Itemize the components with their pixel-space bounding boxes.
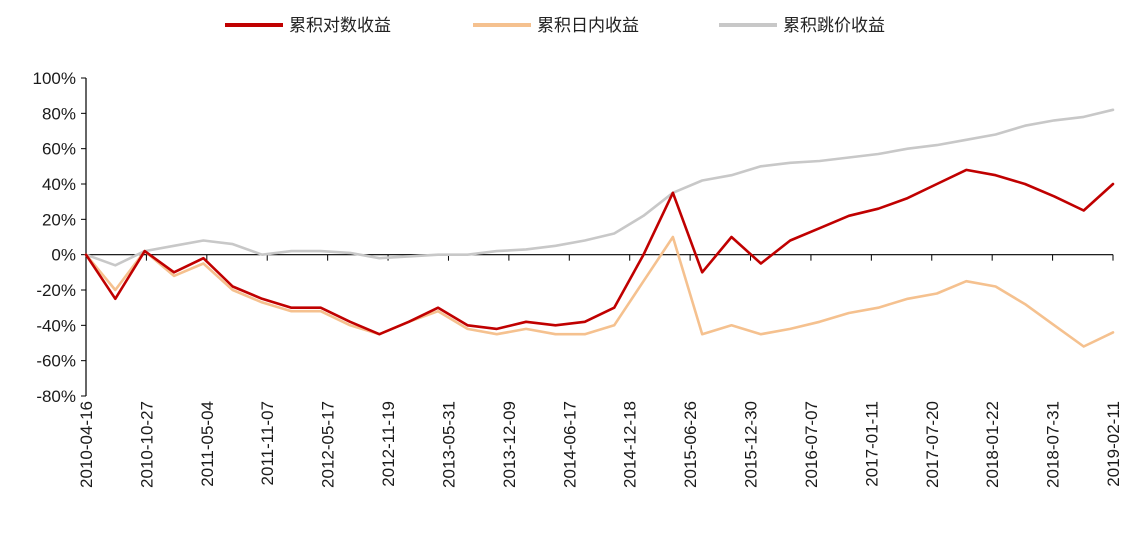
x-tick-label: 2011-05-04: [198, 401, 217, 487]
y-tick-label: 20%: [42, 210, 76, 229]
y-tick-label: 80%: [42, 104, 76, 123]
x-tick-label: 2010-10-27: [137, 401, 156, 488]
x-tick-label: 2019-02-11: [1104, 401, 1123, 487]
x-tick-label: 2015-06-26: [681, 401, 700, 488]
y-axis: 100% 80% 60% 40% 20% 0% -20% -40% -60% -80%: [33, 69, 87, 406]
x-tick-label: 2017-01-11: [862, 401, 881, 487]
x-tick-label: 2015-12-30: [742, 401, 761, 488]
x-tick-label: 2018-07-31: [1044, 401, 1063, 488]
legend-label-2: 累积日内收益: [537, 16, 639, 36]
y-tick-label: 100%: [33, 69, 76, 88]
series-line-1: [84, 168, 1115, 336]
legend: 累积对数收益 累积日内收益 累积跳价收益: [225, 16, 885, 36]
x-tick-label: 2013-12-09: [500, 401, 519, 488]
x-tick-label: 2012-05-17: [319, 401, 338, 488]
x-tick-label: 2014-06-17: [560, 401, 579, 488]
series-line-3: [84, 108, 1115, 267]
series-layer: [84, 108, 1115, 348]
legend-label-1: 累积对数收益: [289, 16, 391, 36]
x-tick-label: 2016-07-07: [802, 401, 821, 488]
y-tick-label: 0%: [51, 246, 76, 265]
y-tick-label: 40%: [42, 175, 76, 194]
x-tick-label: 2012-11-19: [379, 401, 398, 487]
y-tick-label: -20%: [36, 281, 76, 300]
x-tick-label: 2018-01-22: [983, 401, 1002, 488]
y-tick-label: 60%: [42, 140, 76, 159]
series-line-2: [84, 235, 1115, 348]
y-tick-label: -80%: [36, 387, 76, 406]
y-tick-label: -60%: [36, 352, 76, 371]
x-tick-label: 2011-11-07: [258, 401, 277, 485]
y-tick-label: -40%: [36, 316, 76, 335]
x-tick-label: 2013-05-31: [439, 401, 458, 488]
legend-label-3: 累积跳价收益: [783, 16, 885, 36]
x-tick-label: 2010-04-16: [77, 401, 96, 488]
x-tick-label: 2017-07-20: [923, 401, 942, 488]
x-axis: 2010-04-16 2010-10-27 2011-05-04 2011-11-07…: [77, 254, 1123, 488]
x-tick-label: 2014-12-18: [621, 401, 640, 488]
